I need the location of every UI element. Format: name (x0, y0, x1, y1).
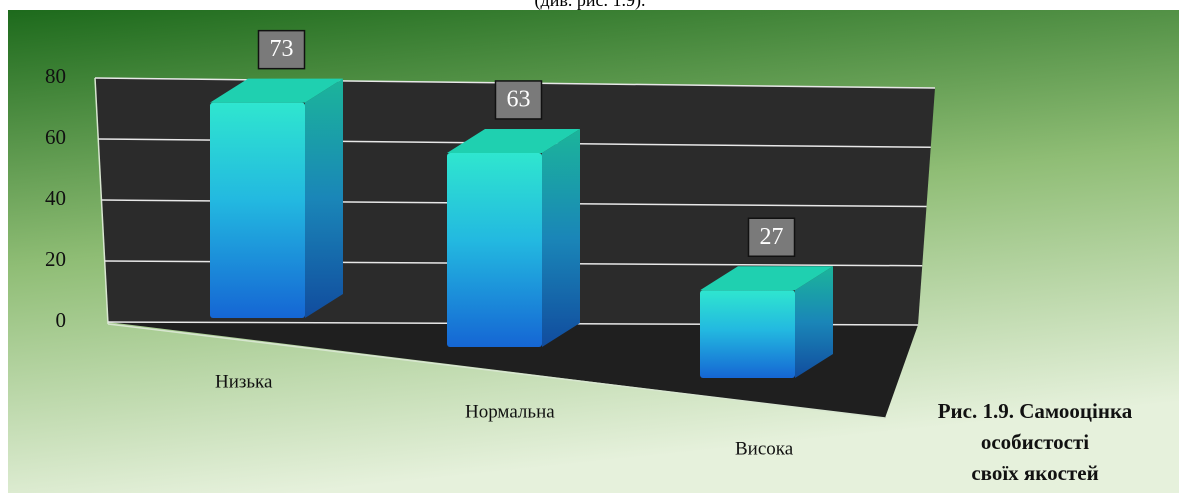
bar-side (305, 78, 343, 319)
value-label-box (747, 217, 796, 257)
bar-side (542, 128, 580, 347)
y-tick-label: 0 (56, 308, 67, 332)
value-label-box (494, 80, 543, 120)
front-edge (107, 323, 886, 419)
title-line: особистості (981, 430, 1089, 454)
bar-side (795, 266, 833, 378)
value-label: 27 (760, 224, 784, 250)
bar-top (447, 128, 580, 153)
title-line: Рис. 1.9. Самооцінка (938, 399, 1133, 423)
header-text: (див. рис. 1.9). (535, 0, 646, 11)
bar (210, 102, 305, 319)
bar (700, 290, 795, 378)
value-label-box (257, 29, 306, 70)
x-tick-label: Висока (735, 438, 794, 459)
bar-top (210, 78, 343, 103)
bars: 73 63 27 (210, 29, 833, 378)
x-tick-label: Низька (215, 371, 273, 392)
bar (447, 152, 542, 347)
y-tick-label: 60 (45, 125, 66, 149)
chart-title: Рис. 1.9. Самооцінка особистості своїх яко… (938, 399, 1133, 485)
left-edge (94, 77, 109, 325)
y-tick-label: 40 (45, 186, 66, 210)
x-tick-label: Нормальна (465, 401, 555, 422)
bar-top (700, 266, 833, 291)
y-tick-label: 80 (45, 64, 66, 88)
value-label: 73 (270, 36, 294, 62)
title-line: своїх якостей (971, 461, 1098, 485)
value-label: 63 (507, 86, 531, 112)
y-tick-label: 20 (45, 247, 66, 271)
